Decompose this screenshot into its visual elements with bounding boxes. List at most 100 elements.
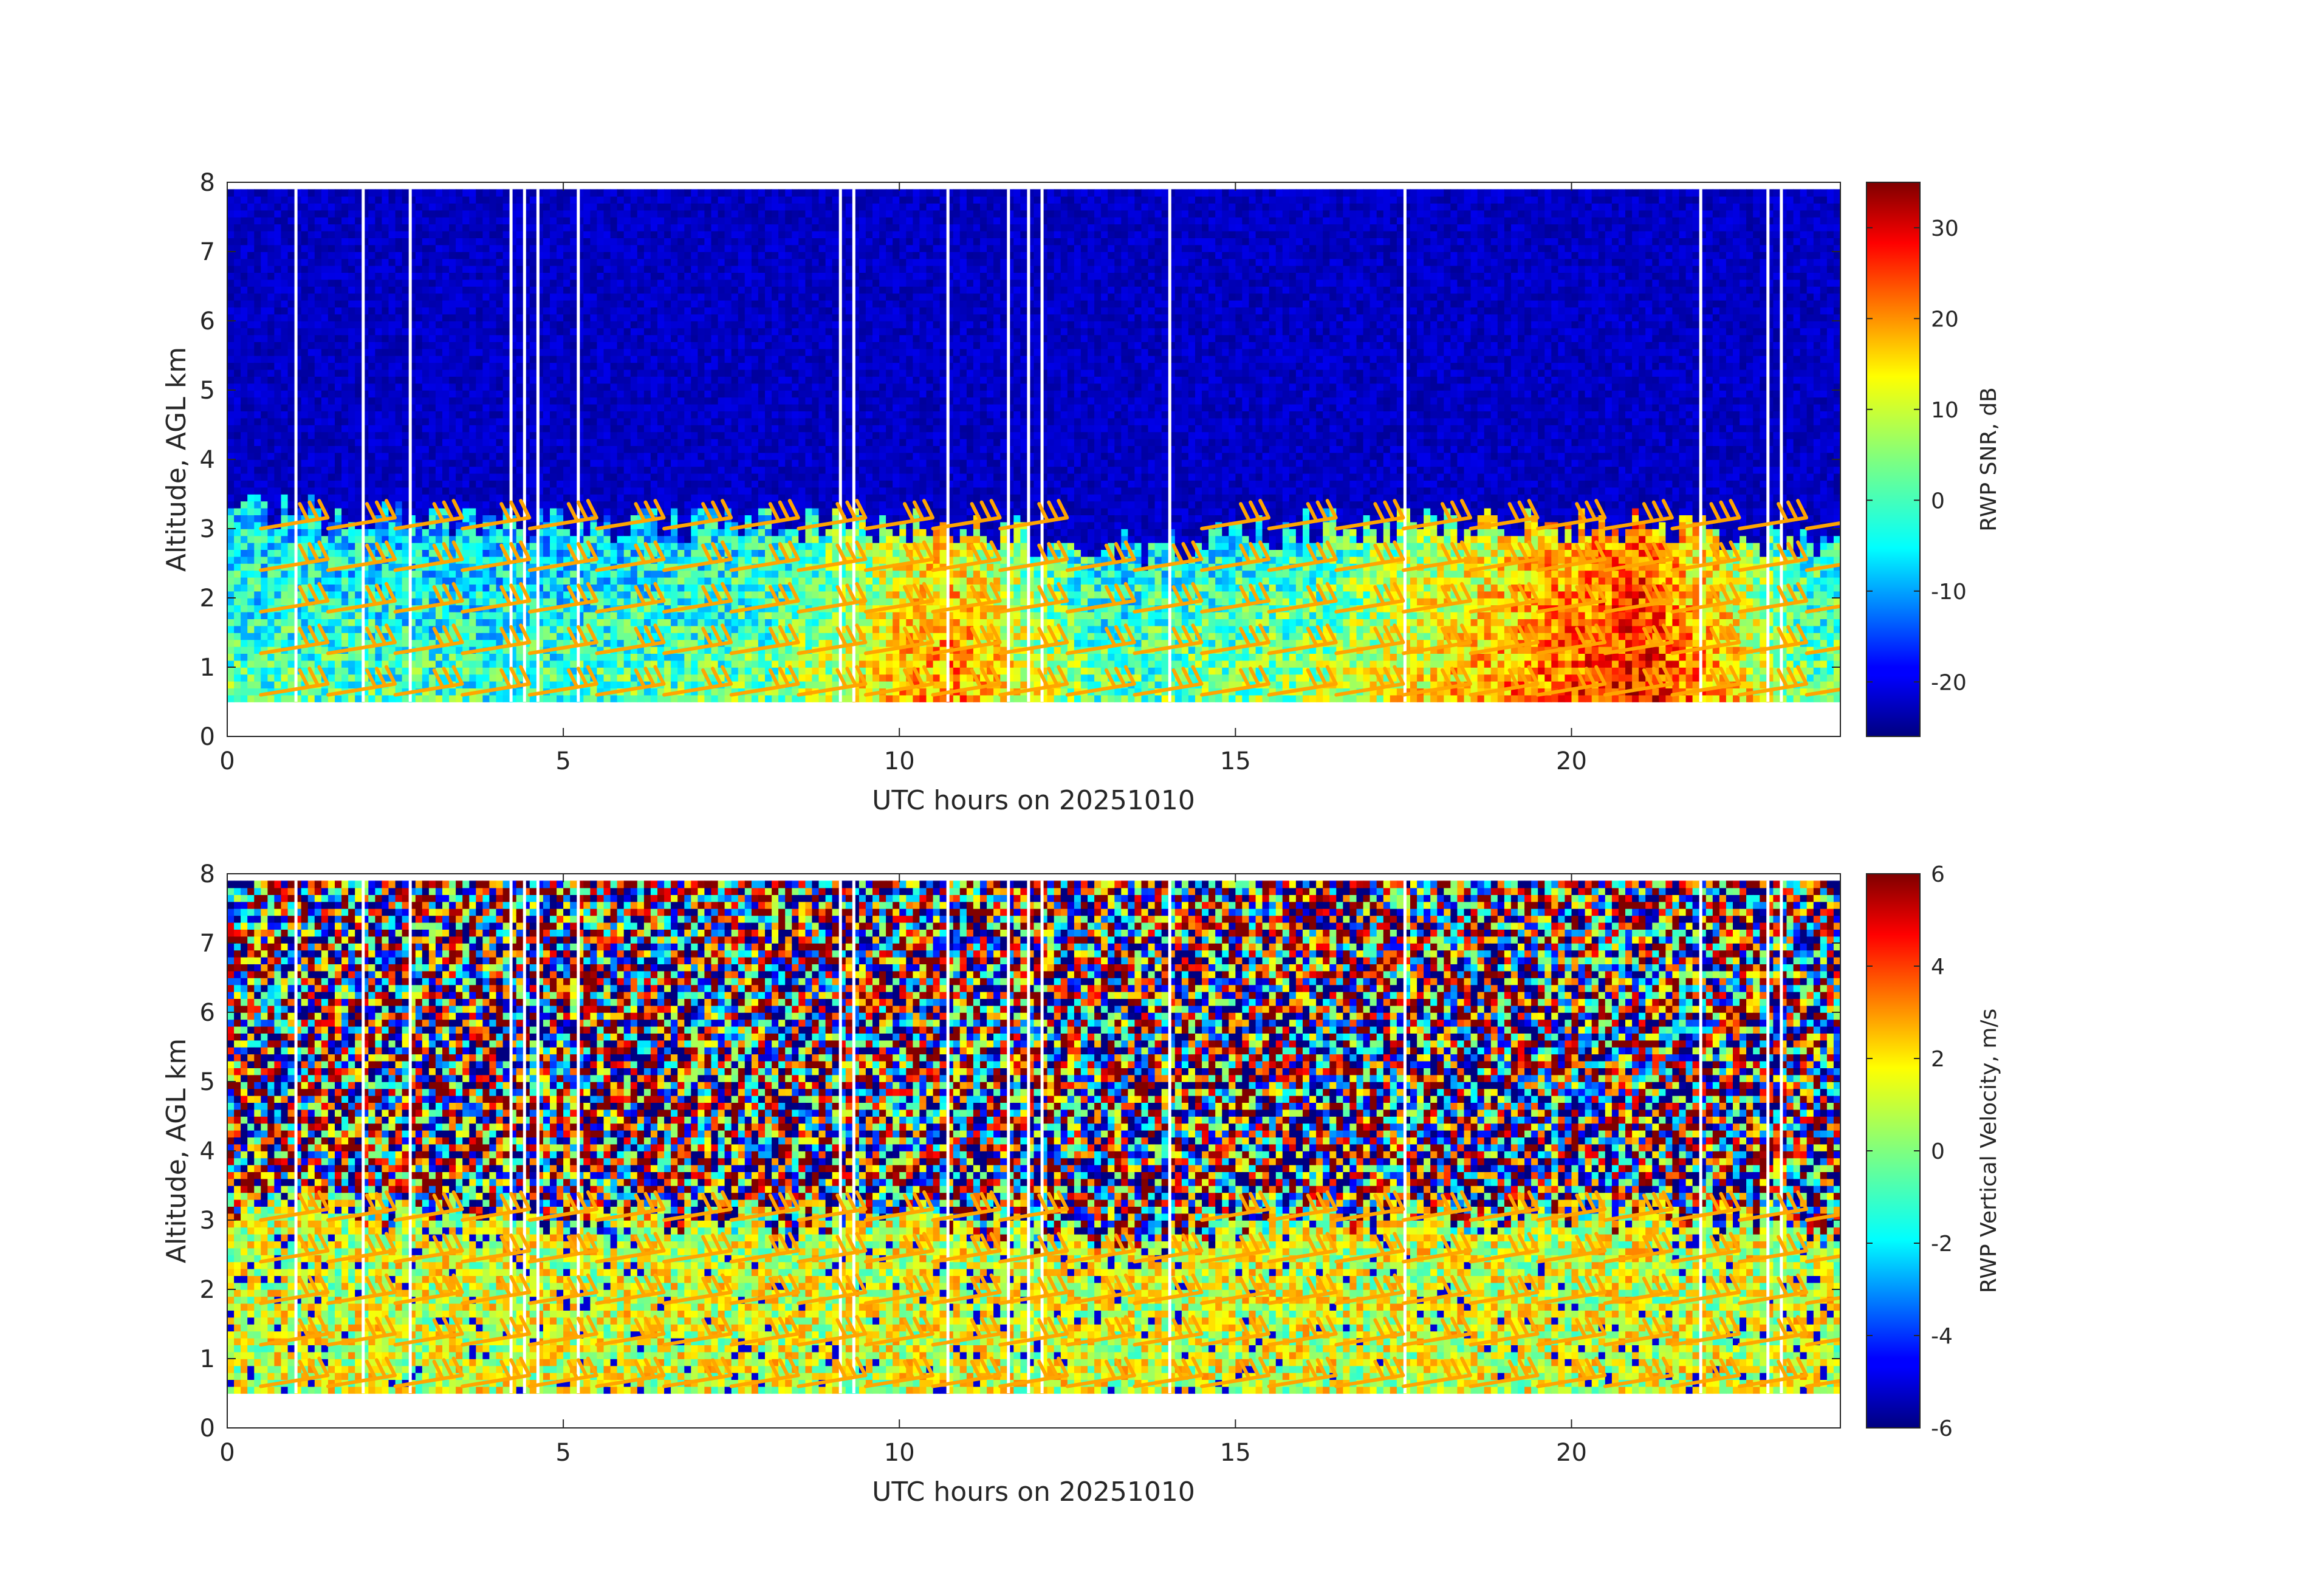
heatmap-cell xyxy=(583,529,591,537)
heatmap-cell xyxy=(382,667,389,675)
heatmap-cell xyxy=(637,314,645,321)
heatmap-cell xyxy=(287,403,295,411)
heatmap-cell xyxy=(583,459,591,467)
heatmap-cell xyxy=(382,279,389,287)
heatmap-cell xyxy=(247,625,255,633)
heatmap-cell xyxy=(388,611,396,619)
heatmap-cell xyxy=(603,258,611,266)
heatmap-cell xyxy=(241,403,248,411)
heatmap-cell xyxy=(630,466,638,474)
heatmap-cell xyxy=(241,452,248,460)
heatmap-cell xyxy=(657,445,665,453)
heatmap-cell xyxy=(435,653,443,661)
heatmap-cell xyxy=(261,611,269,619)
heatmap-cell xyxy=(261,653,269,661)
heatmap-cell xyxy=(348,417,355,425)
heatmap-cell xyxy=(301,258,309,266)
heatmap-cell xyxy=(281,431,289,439)
heatmap-cell xyxy=(671,438,678,446)
heatmap-cell xyxy=(281,217,289,225)
heatmap-cell xyxy=(402,383,410,391)
heatmap-cell xyxy=(241,577,248,585)
heatmap-cell xyxy=(307,507,315,515)
heatmap-cell xyxy=(489,279,497,287)
heatmap-cell xyxy=(287,584,295,592)
heatmap-cell xyxy=(274,397,282,405)
heatmap-cell xyxy=(590,196,598,204)
heatmap-cell xyxy=(415,369,423,377)
heatmap-cell xyxy=(583,328,591,335)
heatmap-cell xyxy=(435,217,443,225)
heatmap-cell xyxy=(415,660,423,668)
heatmap-cell xyxy=(281,397,289,405)
heatmap-cell xyxy=(462,438,470,446)
heatmap-cell xyxy=(241,203,248,211)
heatmap-cell xyxy=(496,293,504,301)
heatmap-cell xyxy=(482,639,490,647)
heatmap-cell xyxy=(597,529,605,537)
heatmap-cell xyxy=(482,473,490,481)
heatmap-cell xyxy=(583,633,591,640)
heatmap-cell xyxy=(442,403,450,411)
heatmap-cell xyxy=(261,563,269,571)
heatmap-cell xyxy=(476,328,484,335)
heatmap-cell xyxy=(643,314,651,321)
heatmap-cell xyxy=(583,362,591,370)
heatmap-cell xyxy=(529,646,537,654)
heatmap-cell xyxy=(456,452,463,460)
heatmap-cell xyxy=(428,598,436,606)
heatmap-cell xyxy=(563,487,571,495)
heatmap-cell xyxy=(496,619,504,626)
heatmap-cell xyxy=(408,431,416,439)
heatmap-cell xyxy=(415,591,423,599)
heatmap-cell xyxy=(456,563,463,571)
heatmap-cell xyxy=(274,681,282,688)
heatmap-cell xyxy=(536,667,544,675)
heatmap-cell xyxy=(671,598,678,606)
heatmap-cell xyxy=(643,653,651,661)
heatmap-cell xyxy=(281,507,289,515)
heatmap-cell xyxy=(516,300,524,307)
heatmap-cell xyxy=(456,584,463,592)
heatmap-cell xyxy=(301,515,309,523)
heatmap-cell xyxy=(657,584,665,592)
heatmap-cell xyxy=(529,681,537,688)
heatmap-cell xyxy=(550,473,557,481)
heatmap-cell xyxy=(523,417,530,425)
heatmap-cell xyxy=(307,411,315,419)
heatmap-cell xyxy=(536,265,544,273)
heatmap-cell xyxy=(563,417,571,425)
heatmap-cell xyxy=(590,258,598,266)
heatmap-cell xyxy=(536,300,544,307)
heatmap-cell xyxy=(489,196,497,204)
heatmap-cell xyxy=(435,535,443,543)
heatmap-cell xyxy=(348,252,355,259)
heatmap-cell xyxy=(254,674,262,682)
heatmap-cell xyxy=(355,425,363,433)
heatmap-cell xyxy=(301,210,309,218)
heatmap-cell xyxy=(321,244,329,252)
heatmap-cell xyxy=(476,307,484,315)
heatmap-cell xyxy=(428,501,436,509)
heatmap-cell xyxy=(281,452,289,460)
heatmap-cell xyxy=(442,570,450,578)
heatmap-cell xyxy=(664,639,671,647)
heatmap-cell xyxy=(623,438,631,446)
heatmap-cell xyxy=(261,314,269,321)
heatmap-cell xyxy=(563,633,571,640)
heatmap-cell xyxy=(509,521,517,529)
heatmap-cell xyxy=(247,369,255,377)
heatmap-cell xyxy=(422,515,430,523)
heatmap-cell xyxy=(650,431,658,439)
heatmap-cell xyxy=(543,639,550,647)
heatmap-cell xyxy=(536,549,544,557)
heatmap-cell xyxy=(489,674,497,682)
heatmap-cell xyxy=(543,598,550,606)
heatmap-cell xyxy=(402,244,410,252)
heatmap-cell xyxy=(402,417,410,425)
heatmap-cell xyxy=(557,549,564,557)
heatmap-cell xyxy=(623,695,631,702)
heatmap-cell xyxy=(281,369,289,377)
heatmap-cell xyxy=(577,466,584,474)
heatmap-cell xyxy=(496,611,504,619)
